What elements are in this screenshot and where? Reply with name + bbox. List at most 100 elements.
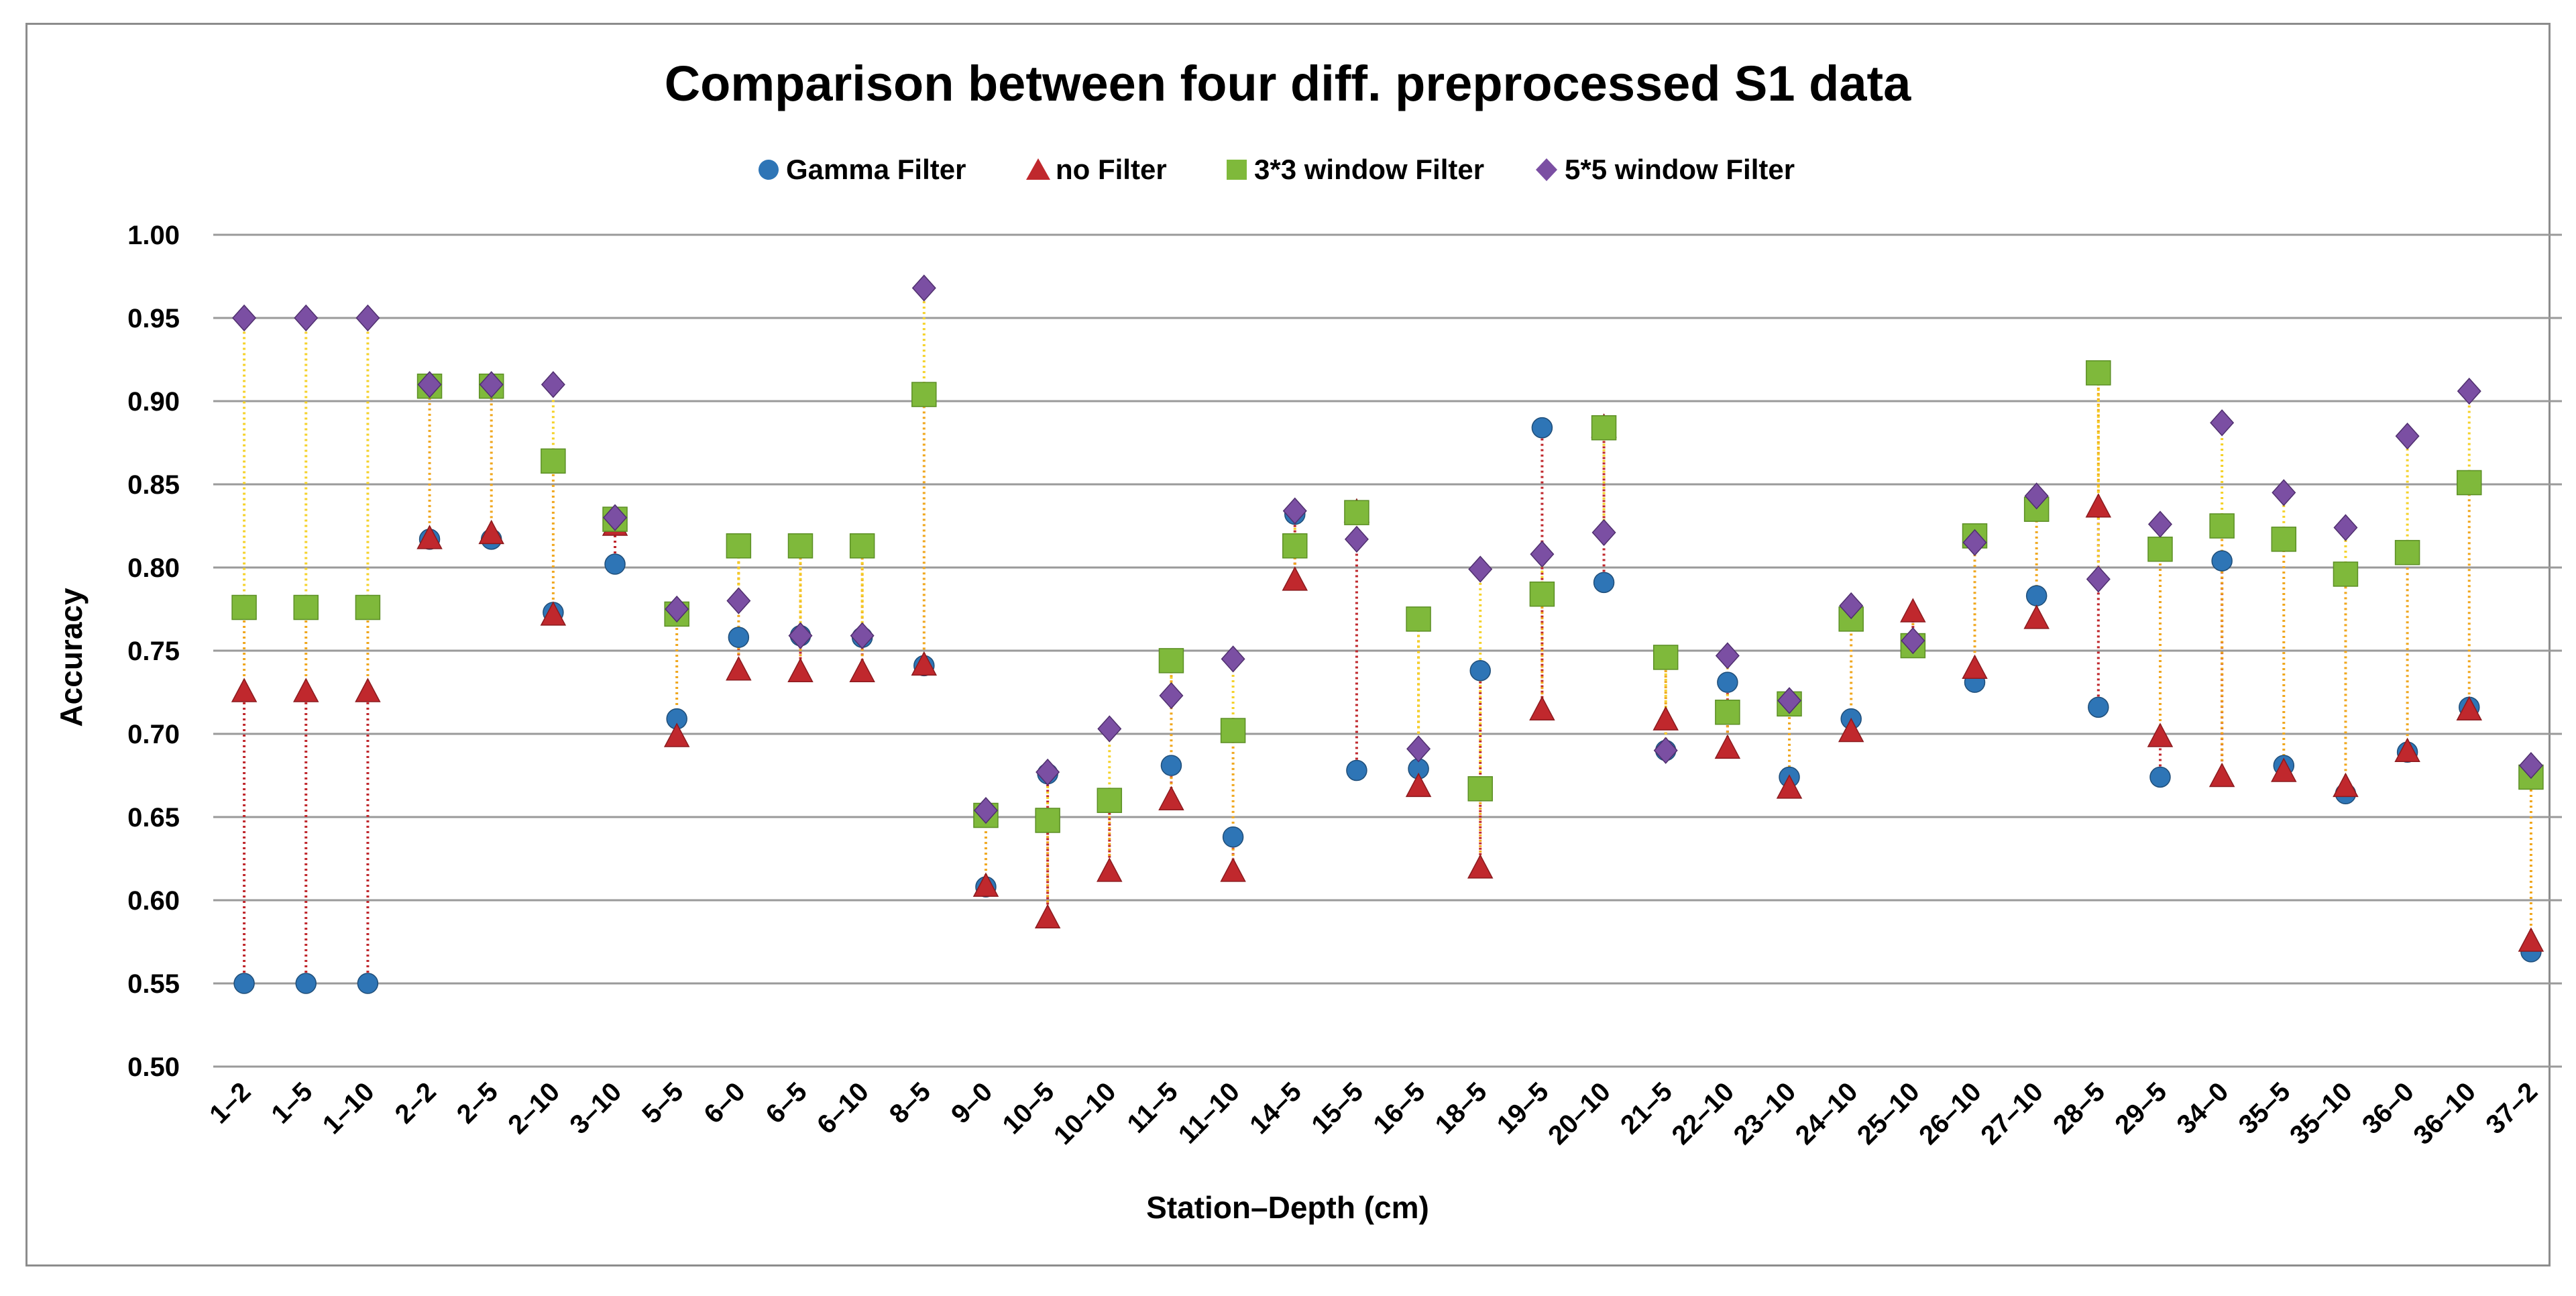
y-tick-label: 0.80 <box>127 553 180 583</box>
x-tick-label: 25–10 <box>1852 1077 1925 1150</box>
legend-marker-5x5 <box>1536 158 1557 181</box>
point-square <box>2271 527 2297 552</box>
x-tick-labels: 1–2 1–51–10 2–2 2–52–103–10 5–5 6–0 6–56–10 8–5… <box>204 1077 2543 1150</box>
point-square <box>1591 415 1617 441</box>
point-diamond <box>1962 529 1987 556</box>
y-tick-label: 0.90 <box>127 387 180 417</box>
series-1 <box>231 413 2544 952</box>
point-triangle <box>478 519 504 545</box>
y-axis-title: Accuracy <box>54 588 89 727</box>
point-triangle <box>2394 737 2420 763</box>
point-triangle <box>1900 598 1926 623</box>
x-tick-label: 1–2 <box>204 1077 256 1129</box>
x-tick-label: 2–2 <box>390 1077 442 1129</box>
point-diamond <box>2395 422 2420 450</box>
point-square <box>355 594 381 620</box>
chart-frame <box>25 23 2551 1266</box>
point-triangle <box>2208 762 2235 788</box>
point-diamond <box>1282 497 1307 525</box>
legend-item-3x3: 3*3 window Filter <box>1227 154 1484 185</box>
point-square <box>541 448 566 474</box>
point-diamond <box>2457 377 2481 405</box>
point-triangle <box>849 657 875 682</box>
x-tick-label: 2–5 <box>451 1077 504 1129</box>
gridlines <box>213 233 2562 1068</box>
point-triangle <box>231 678 258 702</box>
point-triangle <box>911 651 938 676</box>
y-tick-label: 0.95 <box>127 304 180 333</box>
y-tick-label: 0.70 <box>127 720 180 749</box>
point-diamond <box>417 371 442 398</box>
point-triangle <box>2023 604 2050 629</box>
point-circle <box>1531 417 1553 439</box>
drop-lines <box>243 288 2532 983</box>
point-diamond <box>911 274 936 302</box>
point-circle <box>1160 755 1182 776</box>
x-tick-label: 9–0 <box>946 1077 998 1129</box>
x-tick-label: 6–10 <box>811 1077 875 1140</box>
point-diamond <box>1530 541 1555 568</box>
x-tick-label: 36–10 <box>2408 1077 2481 1150</box>
point-square <box>911 382 937 407</box>
point-circle <box>2211 550 2233 572</box>
point-diamond <box>1344 525 1369 553</box>
point-diamond <box>1653 737 1678 764</box>
x-tick-label: 35–10 <box>2284 1077 2358 1150</box>
point-square <box>1406 606 1431 632</box>
x-tick-label: 28–5 <box>2048 1077 2111 1140</box>
point-square <box>787 533 814 559</box>
point-diamond <box>1468 555 1493 583</box>
legend-label-5x5: 5*5 window Filter <box>1565 154 1795 185</box>
point-square <box>2333 561 2359 587</box>
point-triangle <box>2333 772 2359 798</box>
point-square <box>2394 539 2420 565</box>
point-diamond <box>294 304 319 332</box>
point-circle <box>295 973 317 994</box>
x-tick-label: 20–10 <box>1543 1077 1616 1150</box>
legend-label-3x3: 3*3 window Filter <box>1254 154 1484 185</box>
point-diamond <box>788 622 813 649</box>
point-triangle <box>1776 774 1803 799</box>
point-square <box>849 533 875 559</box>
point-circle <box>2025 585 2048 606</box>
point-diamond <box>355 304 380 332</box>
y-tick-label: 0.50 <box>127 1052 180 1082</box>
point-diamond <box>2210 409 2235 437</box>
x-tick-label: 6–5 <box>761 1077 813 1129</box>
point-square <box>2086 360 2111 386</box>
point-square <box>1158 648 1184 673</box>
point-triangle <box>787 657 814 682</box>
legend-label-no-filter: no Filter <box>1056 154 1167 185</box>
x-tick-label: 23–10 <box>1728 1077 1802 1150</box>
point-diamond <box>2024 482 2049 510</box>
x-tick-label: 26–10 <box>1913 1077 1987 1150</box>
point-diamond <box>1901 627 1925 655</box>
point-diamond <box>973 796 998 824</box>
point-triangle <box>1838 717 1864 743</box>
point-square <box>2457 470 2482 496</box>
point-diamond <box>1406 735 1431 763</box>
y-tick-label: 1.00 <box>127 221 180 250</box>
data-points <box>231 274 2544 994</box>
x-tick-label: 37–2 <box>2480 1077 2543 1140</box>
point-diamond <box>2518 751 2543 779</box>
point-diamond <box>1777 687 1802 714</box>
legend-marker-3x3 <box>1227 160 1247 180</box>
x-tick-label: 5–5 <box>636 1077 689 1129</box>
series-0 <box>233 417 2542 994</box>
point-circle <box>233 973 255 994</box>
point-triangle <box>726 656 752 681</box>
x-tick-label: 29–5 <box>2109 1077 2172 1140</box>
point-square <box>1035 808 1060 833</box>
point-square <box>1220 718 1246 743</box>
point-diamond <box>665 595 689 623</box>
point-diamond <box>1159 682 1184 710</box>
point-diamond <box>541 371 565 398</box>
point-triangle <box>972 872 999 897</box>
point-square <box>726 533 752 559</box>
point-circle <box>728 627 750 648</box>
x-axis-title: Station–Depth (cm) <box>1146 1190 1429 1225</box>
point-circle <box>1717 671 1738 693</box>
legend-item-5x5: 5*5 window Filter <box>1536 154 1795 185</box>
